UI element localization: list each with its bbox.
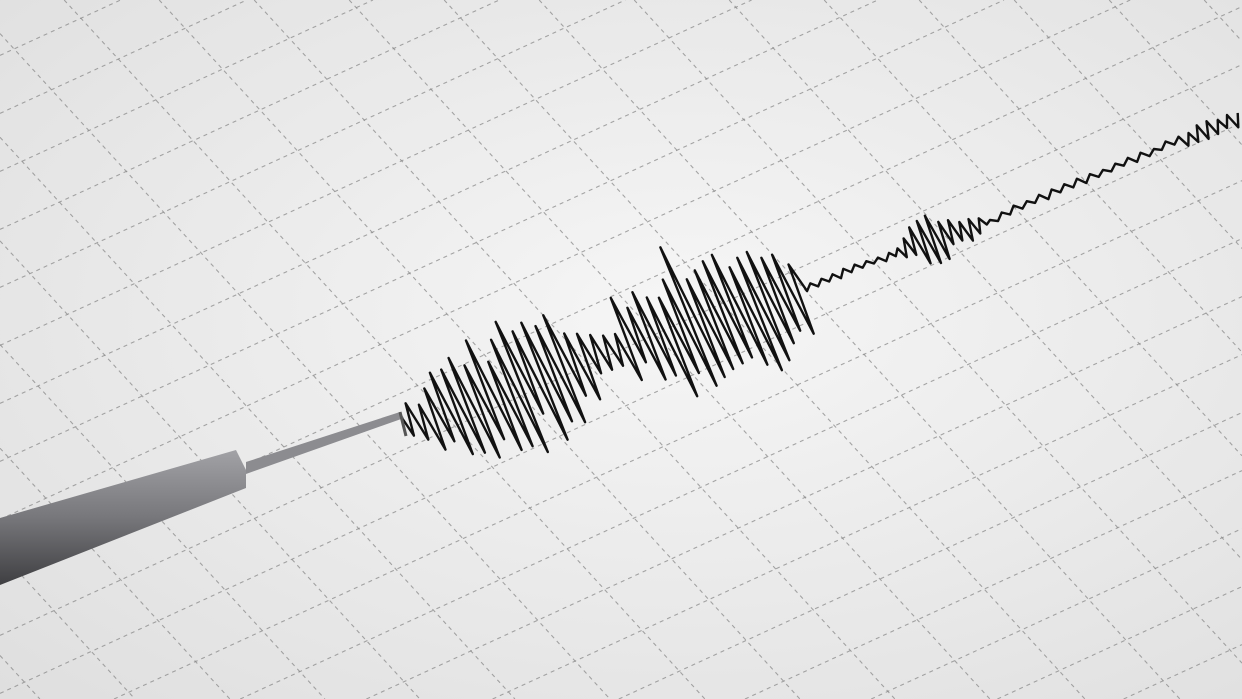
grid-line [253, 0, 896, 699]
stylus-tip [398, 411, 408, 437]
grid-line [0, 122, 1242, 694]
grid-line [0, 655, 41, 699]
grid-line [348, 0, 991, 699]
grid-line [0, 0, 752, 346]
grid-line [0, 447, 231, 699]
grid-line [0, 344, 326, 699]
seismic-trace [401, 112, 1240, 459]
stylus-arm [0, 450, 246, 585]
grid-line [0, 0, 248, 114]
grid-line [443, 0, 1086, 699]
grid-line [0, 64, 1242, 636]
grid-line [0, 551, 136, 699]
grid-line [1123, 644, 1242, 699]
grid-line [158, 0, 801, 699]
grid-line [366, 296, 1242, 699]
grid-line [492, 354, 1242, 699]
grid-line [744, 470, 1242, 699]
grid-line [538, 0, 1181, 699]
grid-line [633, 0, 1242, 664]
grid-line [997, 586, 1242, 699]
grid-line [0, 33, 611, 699]
stylus [0, 411, 408, 585]
stylus-needle [246, 412, 404, 474]
grid-line [1203, 0, 1242, 42]
grid-line [63, 0, 706, 699]
grid-line [0, 136, 516, 699]
grid-line [823, 0, 1242, 457]
grid-line [0, 0, 121, 56]
grid-line [0, 0, 626, 288]
grid-line [113, 180, 1242, 699]
grid-line [0, 0, 1005, 462]
grid-line [0, 0, 500, 230]
grid-line [0, 0, 879, 404]
grid-line [1013, 0, 1242, 249]
grid-line [728, 0, 1242, 560]
grid-line [618, 412, 1242, 699]
